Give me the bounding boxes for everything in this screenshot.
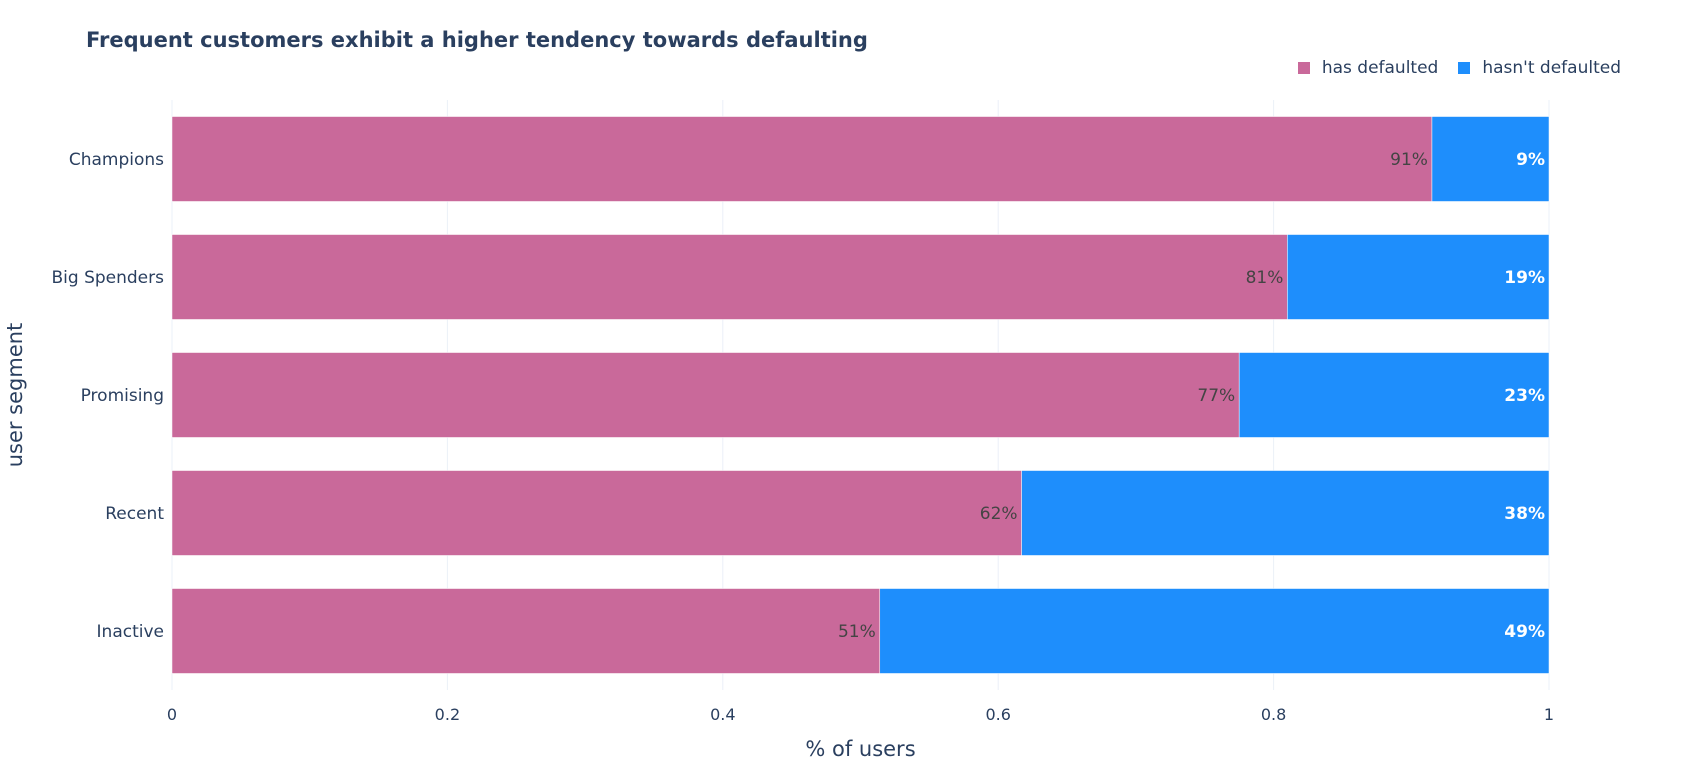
- bar-has-defaulted: [171, 588, 881, 674]
- bar-hasnt-defaulted: [1021, 470, 1550, 556]
- bar-has-defaulted: [171, 352, 1240, 438]
- y-tick-label: Promising: [81, 386, 164, 406]
- bar-has-defaulted: [171, 470, 1022, 556]
- y-tick-label: Inactive: [97, 622, 164, 642]
- x-tick-label: 0.2: [435, 705, 460, 724]
- x-tick-label: 1: [1544, 705, 1554, 724]
- x-axis-title: % of users: [805, 737, 915, 761]
- bar-label-has-defaulted: 77%: [1197, 386, 1235, 406]
- legend-swatch-has-defaulted: [1297, 62, 1310, 74]
- y-tick-label: Champions: [69, 150, 164, 170]
- bar-hasnt-defaulted: [1431, 116, 1550, 202]
- x-tick-label: 0.4: [710, 705, 735, 724]
- y-tick-label: Recent: [105, 504, 164, 524]
- bar-label-hasnt-defaulted: 49%: [1504, 622, 1545, 642]
- x-tick-label: 0: [167, 705, 177, 724]
- bar-label-has-defaulted: 91%: [1390, 150, 1428, 170]
- y-axis-title: user segment: [3, 323, 27, 468]
- bar-label-hasnt-defaulted: 38%: [1504, 504, 1545, 524]
- bar-label-has-defaulted: 51%: [838, 622, 876, 642]
- bar-label-hasnt-defaulted: 9%: [1516, 150, 1545, 170]
- bar-label-has-defaulted: 62%: [980, 504, 1018, 524]
- legend-swatch-hasnt-defaulted: [1458, 62, 1471, 74]
- bar-hasnt-defaulted: [1238, 352, 1550, 438]
- y-tick-label: Big Spenders: [52, 268, 165, 288]
- bar-label-hasnt-defaulted: 23%: [1504, 386, 1545, 406]
- bar-hasnt-defaulted: [879, 588, 1550, 674]
- bar-hasnt-defaulted: [1287, 234, 1550, 320]
- bar-has-defaulted: [171, 116, 1433, 202]
- bar-has-defaulted: [171, 234, 1288, 320]
- legend-label-has-defaulted: has defaulted: [1321, 58, 1439, 78]
- legend-item-has-defaulted[interactable]: has defaulted: [1297, 58, 1439, 78]
- chart-title: Frequent customers exhibit a higher tend…: [86, 28, 868, 52]
- x-tick-label: 0.6: [985, 705, 1010, 724]
- bar-label-has-defaulted: 81%: [1246, 268, 1284, 288]
- legend-label-hasnt-defaulted: hasn't defaulted: [1482, 58, 1621, 78]
- bar-label-hasnt-defaulted: 19%: [1504, 268, 1545, 288]
- legend-item-hasnt-defaulted[interactable]: hasn't defaulted: [1458, 58, 1621, 78]
- x-tick-label: 0.8: [1261, 705, 1286, 724]
- legend: has defaulted hasn't defaulted: [1297, 58, 1621, 78]
